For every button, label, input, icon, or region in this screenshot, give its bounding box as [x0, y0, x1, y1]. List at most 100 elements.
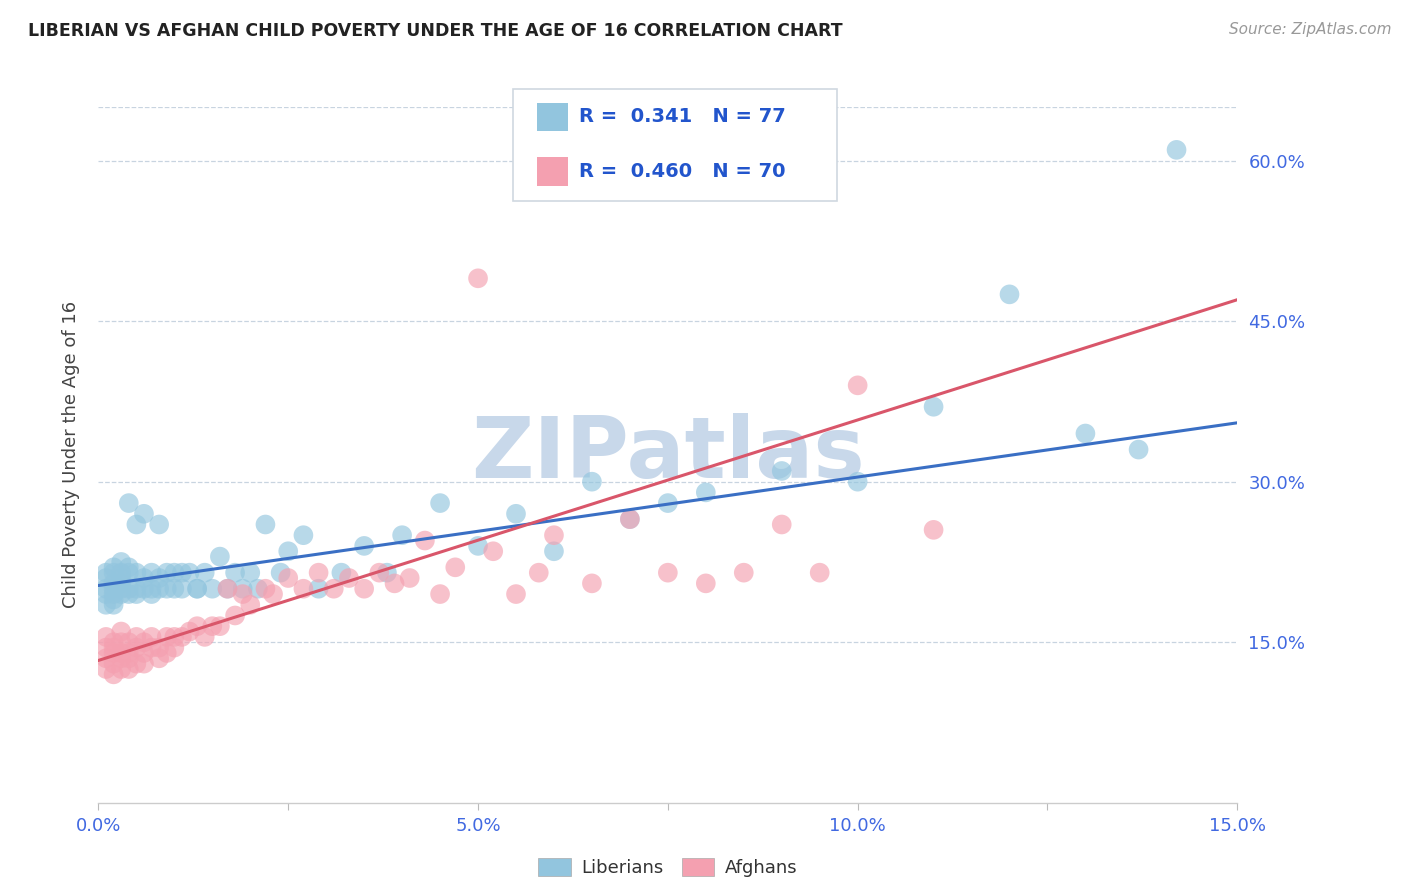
Afghans — [125, 657, 148, 671]
Y-axis label: Child Poverty Under the Age of 16: Child Poverty Under the Age of 16 — [62, 301, 80, 608]
Afghans — [132, 646, 155, 660]
Liberians — [270, 566, 292, 580]
Liberians — [208, 549, 231, 564]
Afghans — [292, 582, 315, 596]
Afghans — [217, 582, 239, 596]
Afghans — [733, 566, 755, 580]
Afghans — [413, 533, 436, 548]
Afghans — [94, 662, 117, 676]
Text: R =  0.341   N = 77: R = 0.341 N = 77 — [579, 107, 786, 127]
Afghans — [125, 640, 148, 655]
Afghans — [125, 630, 148, 644]
Liberians — [922, 400, 945, 414]
Liberians — [110, 555, 132, 569]
Afghans — [194, 630, 217, 644]
Afghans — [254, 582, 277, 596]
Afghans — [94, 640, 117, 655]
Liberians — [103, 598, 125, 612]
Liberians — [375, 566, 398, 580]
Afghans — [208, 619, 231, 633]
Text: ZIPatlas: ZIPatlas — [471, 413, 865, 497]
Afghans — [619, 512, 641, 526]
Liberians — [132, 507, 155, 521]
Liberians — [217, 582, 239, 596]
Liberians — [103, 566, 125, 580]
Liberians — [156, 566, 179, 580]
Afghans — [429, 587, 451, 601]
Liberians — [1128, 442, 1150, 457]
Liberians — [94, 598, 117, 612]
Liberians — [163, 566, 186, 580]
Afghans — [201, 619, 224, 633]
Liberians — [141, 582, 163, 596]
Afghans — [94, 651, 117, 665]
Afghans — [770, 517, 793, 532]
Afghans — [148, 651, 170, 665]
Afghans — [527, 566, 550, 580]
Liberians — [201, 582, 224, 596]
Liberians — [148, 582, 170, 596]
Liberians — [125, 517, 148, 532]
Afghans — [132, 635, 155, 649]
Liberians — [118, 496, 141, 510]
Liberians — [170, 582, 193, 596]
Text: LIBERIAN VS AFGHAN CHILD POVERTY UNDER THE AGE OF 16 CORRELATION CHART: LIBERIAN VS AFGHAN CHILD POVERTY UNDER T… — [28, 22, 842, 40]
Afghans — [179, 624, 201, 639]
Liberians — [103, 582, 125, 596]
Liberians — [163, 582, 186, 596]
Liberians — [186, 582, 208, 596]
Liberians — [308, 582, 330, 596]
Liberians — [141, 587, 163, 601]
Liberians — [277, 544, 299, 558]
Afghans — [170, 630, 193, 644]
Liberians — [141, 566, 163, 580]
Afghans — [103, 657, 125, 671]
Liberians — [292, 528, 315, 542]
Liberians — [239, 566, 262, 580]
Afghans — [657, 566, 679, 580]
Afghans — [922, 523, 945, 537]
Liberians — [657, 496, 679, 510]
Afghans — [543, 528, 565, 542]
Liberians — [94, 582, 117, 596]
Afghans — [156, 646, 179, 660]
Liberians — [94, 566, 117, 580]
Liberians — [156, 582, 179, 596]
Liberians — [132, 571, 155, 585]
Afghans — [277, 571, 299, 585]
Afghans — [148, 640, 170, 655]
Liberians — [125, 566, 148, 580]
Liberians — [194, 566, 217, 580]
Liberians — [1166, 143, 1188, 157]
Liberians — [110, 582, 132, 596]
Afghans — [581, 576, 603, 591]
Liberians — [125, 582, 148, 596]
Liberians — [94, 571, 117, 585]
Afghans — [695, 576, 717, 591]
Afghans — [103, 635, 125, 649]
Afghans — [110, 651, 132, 665]
Text: Source: ZipAtlas.com: Source: ZipAtlas.com — [1229, 22, 1392, 37]
Liberians — [103, 560, 125, 574]
Liberians — [770, 464, 793, 478]
Afghans — [110, 662, 132, 676]
Afghans — [163, 640, 186, 655]
Afghans — [368, 566, 391, 580]
Afghans — [103, 667, 125, 681]
Afghans — [186, 619, 208, 633]
Afghans — [110, 624, 132, 639]
Afghans — [232, 587, 254, 601]
Text: R =  0.460   N = 70: R = 0.460 N = 70 — [579, 161, 786, 181]
Liberians — [103, 592, 125, 607]
Liberians — [186, 582, 208, 596]
Liberians — [118, 560, 141, 574]
Liberians — [148, 571, 170, 585]
Afghans — [103, 646, 125, 660]
Afghans — [308, 566, 330, 580]
Afghans — [94, 630, 117, 644]
Legend: Liberians, Afghans: Liberians, Afghans — [531, 850, 804, 884]
Afghans — [224, 608, 246, 623]
Afghans — [444, 560, 467, 574]
Afghans — [118, 635, 141, 649]
Liberians — [846, 475, 869, 489]
